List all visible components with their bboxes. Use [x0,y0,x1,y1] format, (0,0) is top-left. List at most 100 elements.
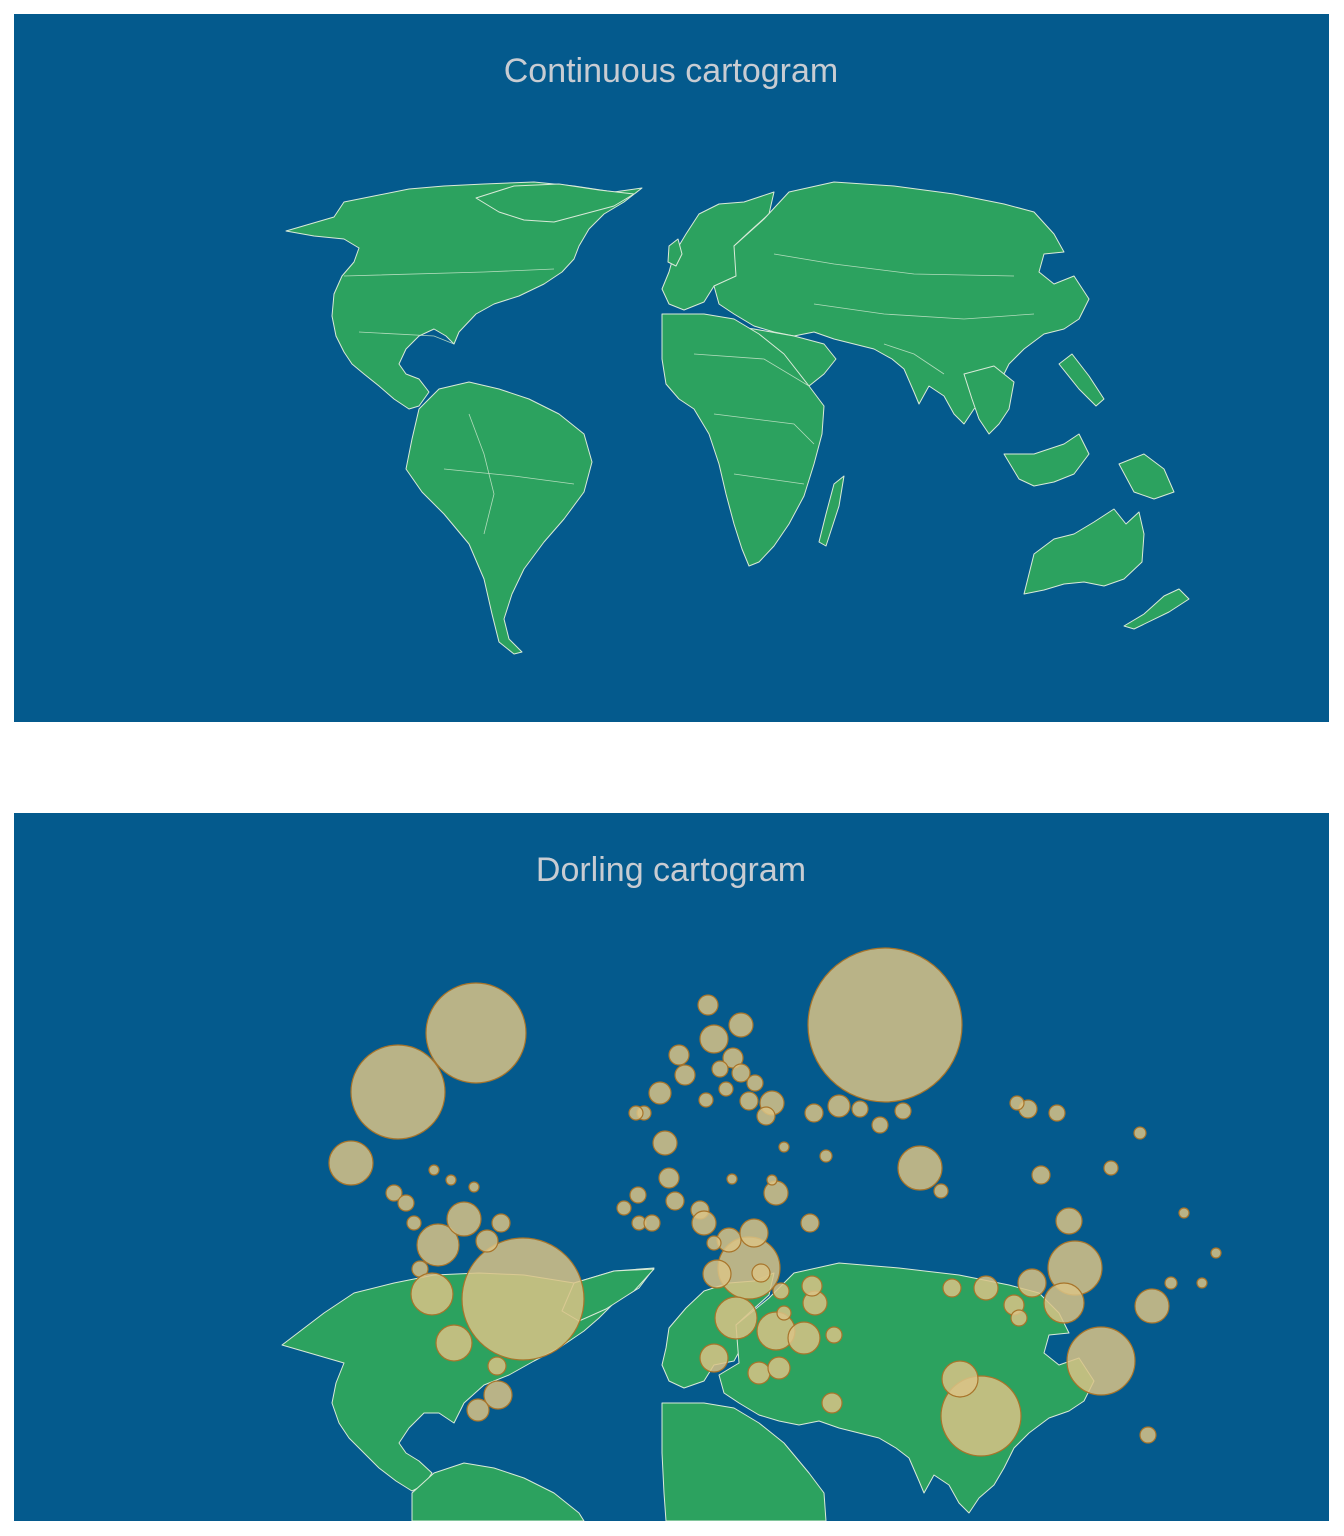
country-bubble [739,1091,759,1111]
country-bubble [435,1324,473,1362]
country-bubble [819,1149,833,1163]
country-bubble [778,1141,790,1153]
country-bubble [446,1201,482,1237]
country-bubble [410,1272,454,1316]
country-bubble [691,1210,717,1236]
country-bubble [483,1380,513,1410]
country-bubble [648,1081,672,1105]
africa [661,1402,827,1521]
country-bubble [711,1060,729,1078]
continuous-land [285,181,1190,655]
country-bubble [1196,1277,1208,1289]
country-bubble [718,1081,734,1097]
country-bubble [776,1305,792,1321]
country-bubble [756,1106,776,1126]
new-zealand [1123,588,1190,630]
country-bubble [1103,1160,1119,1176]
country-bubble [487,1356,507,1376]
country-bubble [416,1223,460,1267]
country-bubble [1164,1276,1178,1290]
dorling-cartogram-panel: Dorling cartogram [14,813,1329,1521]
country-bubble [787,1321,821,1355]
country-bubble [897,1145,943,1191]
country-bubble [714,1296,758,1340]
country-bubble [475,1229,499,1253]
country-bubble [629,1186,647,1204]
country-bubble [385,1184,403,1202]
country-bubble [699,1343,729,1373]
country-bubble [397,1194,415,1212]
country-bubble [643,1214,661,1232]
country-bubble [804,1103,824,1123]
country-bubble [739,1218,769,1248]
country-bubble [827,1094,851,1118]
country-bubble [746,1074,764,1092]
country-bubble [466,1398,490,1422]
country-bubble [933,1183,949,1199]
country-bubble [871,1116,889,1134]
country-bubble [1043,1282,1085,1324]
africa [661,313,825,567]
country-bubble [772,1282,790,1300]
country-bubble [942,1278,962,1298]
japan [1058,353,1105,407]
country-bubble [665,1191,685,1211]
country-bubble [1178,1207,1190,1219]
country-bubble [894,1102,912,1120]
dorling-bubbles [328,947,1222,1457]
country-bubble [747,1361,771,1385]
country-bubble [328,1140,374,1186]
country-bubble [699,1024,729,1054]
country-bubble [706,1235,722,1251]
country-bubble [851,1100,869,1118]
country-bubble [468,1181,480,1193]
country-bubble [702,1259,732,1289]
continuous-cartogram-title: Continuous cartogram [504,52,839,90]
country-bubble [941,1360,979,1398]
country-bubble [428,1164,440,1176]
country-bubble [445,1174,457,1186]
continuous-cartogram-panel: Continuous cartogram [14,14,1329,722]
country-bubble [767,1356,791,1380]
uk-ireland [667,238,683,267]
country-bubble [616,1200,632,1216]
country-bubble [668,1044,690,1066]
madagascar [818,475,845,547]
country-bubble [461,1237,585,1361]
country-bubble [731,1063,751,1083]
country-bubble [628,1105,644,1121]
dorling-cartogram-title: Dorling cartogram [536,851,806,889]
country-bubble [1133,1126,1147,1140]
country-bubble [1009,1095,1025,1111]
country-bubble [763,1180,789,1206]
country-bubble [1048,1104,1066,1122]
country-bubble [1017,1268,1047,1298]
country-bubble [658,1167,680,1189]
country-bubble [425,982,527,1084]
country-bubble [821,1392,843,1414]
country-bubble [652,1130,678,1156]
country-bubble [697,994,719,1016]
country-bubble [825,1326,843,1344]
country-bubble [698,1092,714,1108]
continuous-borders [343,253,1035,535]
country-bubble [1055,1207,1083,1235]
continuous-cartogram-map: Continuous cartogram [14,14,1329,722]
country-bubble [751,1263,771,1283]
south-america [405,381,593,655]
greenland [475,183,635,223]
country-bubble [807,947,963,1103]
country-bubble [406,1215,422,1231]
southeast-asia [963,365,1015,435]
australia [1023,508,1145,595]
country-bubble [800,1213,820,1233]
country-bubble [1010,1309,1028,1327]
country-bubble [1210,1247,1222,1259]
south-america [411,1462,585,1521]
country-bubble [1134,1288,1170,1324]
country-bubble [973,1275,999,1301]
country-bubble [726,1173,738,1185]
country-bubble [491,1213,511,1233]
country-bubble [766,1174,778,1186]
country-bubble [728,1012,754,1038]
